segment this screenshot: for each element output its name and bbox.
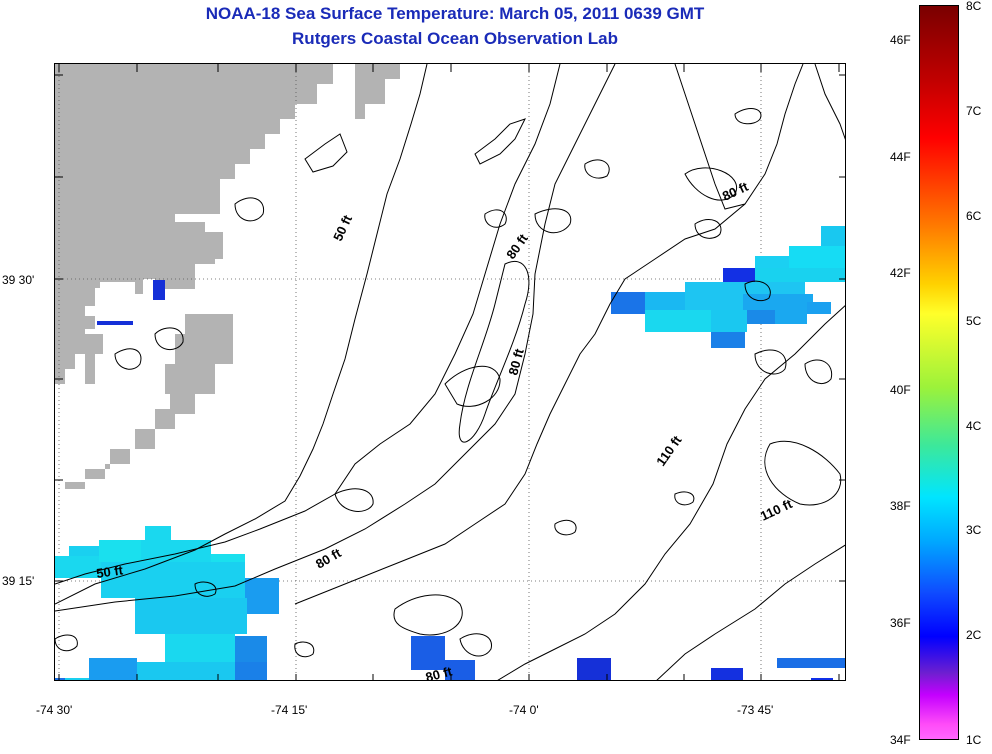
- contour-label: 110 ft: [758, 496, 795, 524]
- latitude-label: 39 15': [2, 574, 35, 588]
- colorbar-c-label: 4C: [966, 419, 982, 433]
- land-area: [55, 64, 400, 489]
- colorbar-f-label: 42F: [890, 266, 911, 280]
- colorbar-f-label: 36F: [890, 616, 911, 630]
- colorbar-c-label: 2C: [966, 628, 982, 642]
- colorbar-f-label: 44F: [890, 150, 911, 164]
- colorbar-f-label: 46F: [890, 33, 911, 47]
- contour-label: 50 ft: [330, 212, 355, 243]
- colorbar-c-label: 5C: [966, 314, 982, 328]
- sst-pixels-southwest: [55, 526, 279, 680]
- latitude-label: 39 30': [2, 273, 35, 287]
- map-title: NOAA-18 Sea Surface Temperature: March 0…: [205, 4, 705, 23]
- bathymetry-contours: [55, 64, 845, 680]
- contour-label: 50 ft: [95, 562, 124, 581]
- sst-map: 50 ft 80 ft 80 ft 80 ft 110 ft 110 ft 50…: [54, 63, 846, 681]
- longitude-label: -74 15': [271, 703, 308, 717]
- contour-label: 80 ft: [720, 179, 751, 204]
- colorbar-f-label: 38F: [890, 499, 911, 513]
- colorbar-f-label: 34F: [890, 733, 911, 747]
- colorbar-f-label: 40F: [890, 383, 911, 397]
- temperature-colorbar: [919, 5, 959, 740]
- longitude-label: -73 45': [737, 703, 774, 717]
- colorbar-c-label: 3C: [966, 523, 982, 537]
- contour-label: 80 ft: [505, 346, 527, 376]
- colorbar-c-label: 1C: [966, 733, 982, 747]
- contour-label: 80 ft: [424, 663, 454, 681]
- longitude-label: -74 30': [36, 703, 73, 717]
- tick-marks: [55, 64, 845, 680]
- map-subtitle: Rutgers Coastal Ocean Observation Lab: [292, 29, 618, 48]
- sst-pixels-south: [55, 636, 845, 680]
- contour-label: 80 ft: [313, 545, 344, 572]
- colorbar-c-label: 6C: [966, 209, 982, 223]
- sst-pixels-east: [611, 226, 845, 348]
- sst-pixels-coast: [97, 280, 165, 325]
- longitude-label: -74 0': [509, 703, 539, 717]
- colorbar-c-label: 7C: [966, 104, 982, 118]
- contour-label: 110 ft: [653, 432, 685, 468]
- colorbar-c-label: 8C: [966, 0, 982, 13]
- contour-label: 80 ft: [503, 231, 531, 262]
